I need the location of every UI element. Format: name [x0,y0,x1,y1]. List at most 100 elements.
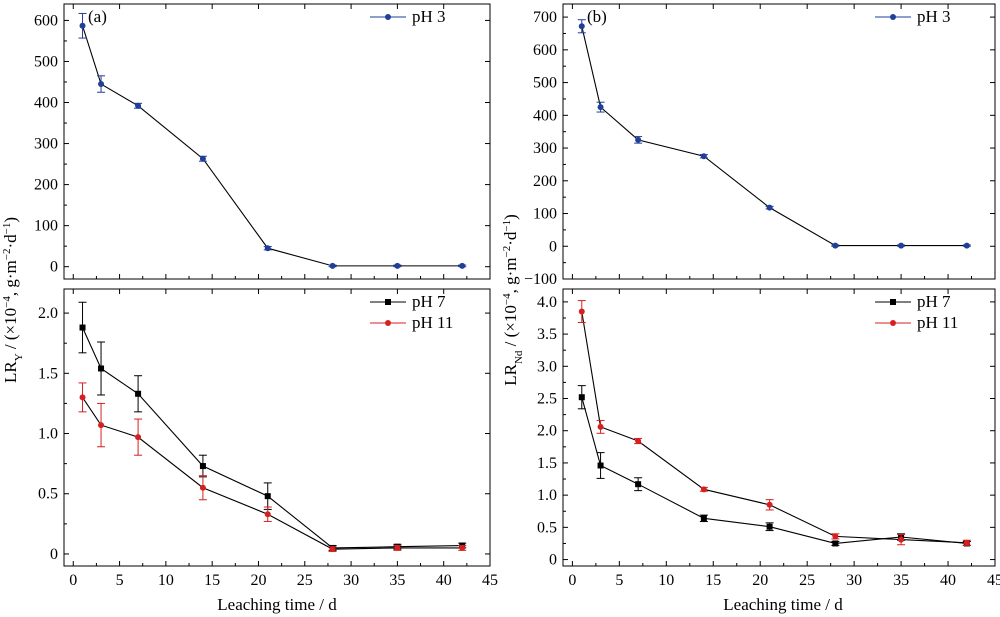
data-point [264,511,271,518]
x-axis-label-right: Leaching time / d [723,595,843,614]
y-tick-label: 400 [34,95,58,112]
data-point [98,365,105,372]
data-point [199,484,206,491]
y-tick-label: 500 [34,53,58,70]
y-axis-label-right: LRNd / (×10−4, g·m−2·d−1) [501,214,525,386]
data-point [635,481,642,488]
data-point [199,155,206,162]
series-line-ph-3 [581,26,967,247]
panel-top-right: −100 0 100 200 300 400 500 600 700 (b) pH 3 [524,3,996,288]
data-point [597,104,604,111]
x-tick-label: 45 [482,572,498,589]
data-point [898,536,905,543]
x-tick-label: 40 [436,572,452,589]
y-tick-label: 400 [533,107,557,124]
legend-marker [890,14,896,20]
legend-label: pH 11 [412,313,453,332]
legend-label: pH 7 [412,292,446,311]
y-tick-label: 0 [50,546,58,563]
panel-top-left: 0 100 200 300 400 500 600 (a) pH 3 [34,3,491,280]
data-point [329,262,336,269]
y-tick-label: 4.0 [537,294,557,311]
y-tick-label: −100 [524,271,557,288]
data-point [79,324,86,331]
y-tick-label: 100 [533,206,557,223]
x-tick-label: 20 [752,572,768,589]
x-tick-label: 10 [658,572,674,589]
data-point [832,242,839,249]
y-tick-label: 200 [533,173,557,190]
data-point [264,245,271,252]
legend-marker [890,320,896,326]
y-tick-label: 3.5 [537,326,557,343]
x-tick-label: 5 [116,572,124,589]
series-line-ph-11 [581,311,967,544]
x-axis-label-left: Leaching time / d [217,595,337,614]
x-tick-label: 5 [615,572,623,589]
y-tick-label: 0.5 [38,486,58,503]
data-point [766,523,773,530]
data-point [635,438,642,445]
plot-frame [63,3,491,280]
y-axis-label-left: LRY / (×10−4, g·m−2·d−1) [1,217,25,383]
y-tick-label: 600 [533,42,557,59]
data-point [700,486,707,493]
x-tick-label: 35 [389,572,405,589]
x-tick-label: 40 [940,572,956,589]
data-point [578,394,585,401]
data-point [597,462,604,469]
y-tick-label: 2.5 [537,391,557,408]
y-tick-label: 1.0 [38,426,58,443]
x-tick-label: 20 [250,572,266,589]
data-point [199,463,206,470]
x-tick-label: 45 [987,572,1000,589]
legend-marker [385,299,391,305]
data-point [578,308,585,315]
data-point [135,434,142,441]
x-tick-label: 15 [204,572,220,589]
data-point [459,262,466,269]
y-tick-label: 1.5 [537,455,557,472]
panel-label: (a) [88,7,107,26]
data-point [578,23,585,30]
y-tick-label: 500 [533,75,557,92]
y-tick-label: 0.5 [537,519,557,536]
x-tick-label: 25 [799,572,815,589]
x-tick-label: 10 [158,572,174,589]
data-point [700,515,707,522]
data-point [832,540,839,547]
data-point [700,153,707,160]
data-point [79,22,86,29]
series-line-ph-3 [81,25,463,267]
x-tick-label: 30 [343,572,359,589]
series-line-ph-7 [581,397,967,545]
panel-bottom-left: 0 0.5 1.0 1.5 2.0 0 5 10 15 20 25 30 35 40 45 pH 7 pH 11 [38,288,498,589]
legend-marker [385,320,391,326]
y-tick-label: 300 [34,136,58,153]
y-tick-label: 0 [50,259,58,276]
legend-label: pH 3 [412,7,446,26]
panel-label: (b) [587,7,607,26]
x-tick-label: 25 [297,572,313,589]
x-tick-label: 15 [705,572,721,589]
y-tick-label: 2.0 [38,305,58,322]
data-point [329,546,336,553]
x-tick-label: 35 [893,572,909,589]
y-tick-label: 0 [549,238,557,255]
data-point [963,242,970,249]
x-tick-label: 30 [846,572,862,589]
data-point [135,102,142,109]
y-tick-label: 100 [34,218,58,235]
y-tick-label: 200 [34,177,58,194]
data-point [394,544,401,551]
y-tick-label: 2.0 [537,423,557,440]
y-tick-label: 1.0 [537,487,557,504]
data-point [264,493,271,500]
data-point [135,390,142,397]
legend-marker [890,299,896,305]
data-point [98,81,105,88]
y-tick-label: 1.5 [38,365,58,382]
data-point [79,394,86,401]
legend-marker [385,14,391,20]
